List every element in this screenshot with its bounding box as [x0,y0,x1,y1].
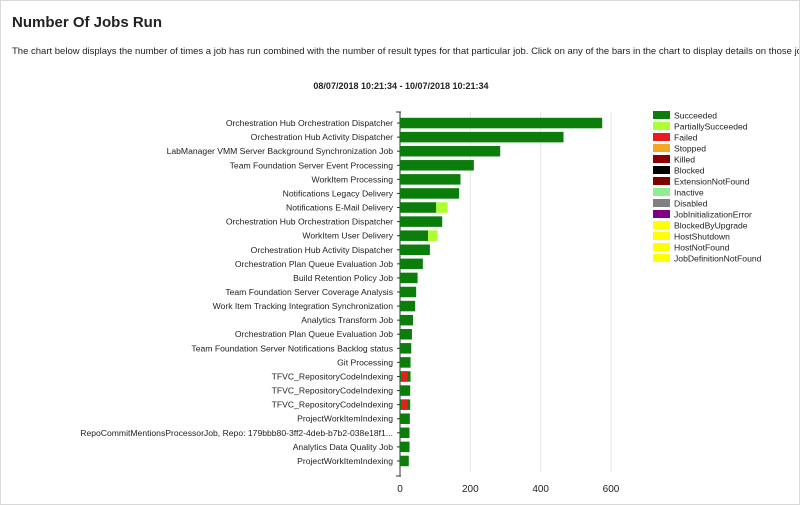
legend-label-disabled: Disabled [674,199,708,209]
legend-label-failed: Failed [674,133,698,143]
page-title: Number Of Jobs Run [12,14,163,31]
legend-label-succeeded: Succeeded [674,111,717,121]
legend-swatch-failed [653,133,670,141]
bar-succeeded[interactable] [400,427,410,439]
bar-succeeded[interactable] [400,145,501,157]
bar-succeeded[interactable] [400,455,409,467]
legend-swatch-extensionnotfound [653,177,670,185]
category-label: Orchestration Plan Queue Evaluation Job [235,329,393,339]
legend-label-extensionnotfound: ExtensionNotFound [674,177,750,187]
legend-label-partiallysucceeded: PartiallySucceeded [674,122,748,132]
bar-succeeded[interactable] [400,160,474,171]
legend-swatch-hostshutdown [653,232,670,240]
legend-swatch-partiallysucceeded [653,122,670,130]
bar-succeeded[interactable] [400,117,603,129]
date-range-label: 08/07/2018 10:21:34 - 10/07/2018 10:21:3… [313,81,489,91]
bar-succeeded[interactable] [400,258,423,270]
legend-swatch-hostnotfound [653,243,670,251]
category-label: WorkItem User Delivery [302,231,393,241]
bar-partiallysucceeded[interactable] [428,230,438,241]
category-label: Orchestration Plan Queue Evaluation Job [235,259,393,269]
x-tick-label-200: 200 [462,484,479,495]
legend-swatch-blockedbyupgrade [653,221,670,229]
category-label: Team Foundation Server Notifications Bac… [191,343,393,353]
category-label: Orchestration Hub Activity Dispatcher [251,132,393,142]
legend-label-hostnotfound: HostNotFound [674,243,730,253]
bar-succeeded[interactable] [400,202,437,213]
bar-succeeded[interactable] [400,131,564,143]
category-label: Analytics Transform Job [301,315,393,325]
bar-succeeded[interactable] [400,286,417,298]
category-label: Git Processing [337,357,393,367]
category-label: ProjectWorkItemIndexing [297,456,393,466]
category-label: Team Foundation Server Coverage Analysis [225,287,393,297]
category-label: Notifications E-Mail Delivery [286,203,394,213]
bar-succeeded[interactable] [400,188,460,199]
bar-succeeded[interactable] [400,441,410,453]
category-label: Orchestration Hub Orchestration Dispatch… [226,118,393,128]
bar-succeeded[interactable] [400,328,412,340]
category-label: Analytics Data Quality Job [293,442,394,452]
legend-swatch-killed [653,155,670,163]
legend-label-jobinitializationerror: JobInitializationError [674,210,752,220]
category-label: WorkItem Processing [311,174,393,184]
category-label: Work Item Tracking Integration Synchroni… [213,301,394,311]
bar-succeeded[interactable] [400,413,410,424]
legend-swatch-succeeded [653,111,670,119]
legend-label-hostshutdown: HostShutdown [674,232,730,242]
bar-succeeded[interactable] [400,272,418,284]
bar-succeeded[interactable] [400,314,414,326]
bar-succeeded[interactable] [400,357,411,368]
bar-failed[interactable] [401,399,408,410]
category-label: TFVC_RepositoryCodeIndexing [272,371,394,381]
legend-label-jobdefinitionnotfound: JobDefinitionNotFound [674,254,762,264]
bar-succeeded[interactable] [400,216,443,227]
legend-swatch-jobdefinitionnotfound [653,254,670,262]
bar-succeeded[interactable] [400,343,412,354]
bar-succeeded[interactable] [400,174,461,185]
category-label: RepoCommitMentionsProcessorJob, Repo: 17… [80,428,393,438]
bar-succeeded[interactable] [400,385,411,396]
x-tick-label-600: 600 [603,484,620,495]
legend-label-stopped: Stopped [674,144,706,154]
x-tick-label-400: 400 [532,484,549,495]
bar-succeeded[interactable] [400,244,430,256]
page-description: The chart below displays the number of t… [12,46,800,57]
category-label: Team Foundation Server Event Processing [230,160,394,170]
category-label: Orchestration Hub Activity Dispatcher [251,245,393,255]
legend-label-killed: Killed [674,155,695,165]
bar-succeeded[interactable] [400,300,416,312]
x-tick-label-0: 0 [397,484,403,495]
category-label: Orchestration Hub Orchestration Dispatch… [226,217,393,227]
category-label: Build Retention Policy Job [293,273,393,283]
legend-swatch-blocked [653,166,670,174]
legend-label-blockedbyupgrade: BlockedByUpgrade [674,221,748,231]
category-label: TFVC_RepositoryCodeIndexing [272,400,394,410]
bar-succeeded[interactable] [400,230,429,241]
bar-partiallysucceeded[interactable] [436,202,448,213]
category-label: TFVC_RepositoryCodeIndexing [272,386,394,396]
category-label: LabManager VMM Server Background Synchro… [167,146,394,156]
legend-label-blocked: Blocked [674,166,705,176]
bar-failed[interactable] [401,371,408,382]
legend-swatch-jobinitializationerror [653,210,670,218]
category-label: Notifications Legacy Delivery [283,188,394,198]
legend-swatch-disabled [653,199,670,207]
legend-swatch-inactive [653,188,670,196]
legend-swatch-stopped [653,144,670,152]
legend-label-inactive: Inactive [674,188,704,198]
category-label: ProjectWorkItemIndexing [297,414,393,424]
